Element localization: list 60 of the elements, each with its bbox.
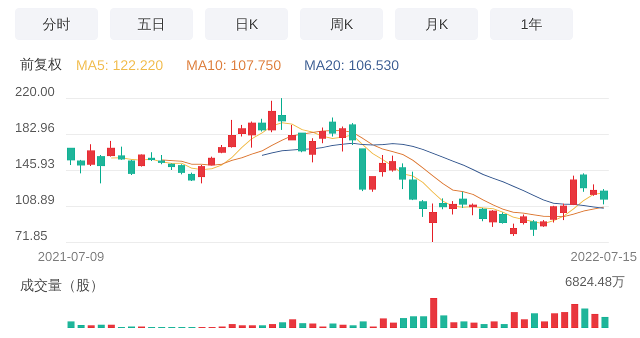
bar: [98, 324, 105, 328]
bar: [581, 308, 588, 328]
bar: [561, 312, 568, 328]
text: MA20: 106.530: [304, 57, 400, 73]
bar: [410, 316, 418, 328]
chart-title: 成交量（股）: [20, 277, 104, 293]
x-tick-label: 2022-07-15: [570, 249, 638, 264]
bar: [400, 318, 407, 328]
bar: [541, 321, 548, 328]
bar: [530, 313, 538, 328]
tab-button: 日K: [205, 8, 288, 40]
bar: [88, 325, 95, 328]
tab-button: 周K: [300, 8, 383, 40]
bar: [68, 321, 75, 328]
bar: [108, 324, 115, 328]
bar: [269, 324, 276, 328]
bar: [520, 319, 528, 328]
bar: [299, 323, 306, 328]
bar: [490, 321, 498, 328]
bar: [591, 314, 598, 328]
bar: [279, 322, 286, 328]
bar: [430, 298, 438, 328]
bar: [510, 312, 518, 328]
bar: [551, 313, 558, 328]
tab-button: 分时: [15, 8, 98, 40]
y-tick-label: 182.96: [15, 120, 55, 135]
bar: [289, 319, 296, 328]
bar: [78, 325, 85, 328]
bar: [228, 324, 236, 328]
y-tick-label: 220.00: [15, 84, 55, 99]
bar: [601, 316, 608, 328]
bar: [380, 318, 387, 328]
bar: [248, 325, 256, 328]
bar: [329, 324, 336, 328]
bar: [258, 325, 266, 328]
tab-button: 五日: [110, 8, 193, 40]
bar: [470, 322, 478, 328]
y-tick-label: 108.89: [15, 192, 55, 207]
text: MA10: 107.750: [186, 57, 282, 73]
bar: [420, 316, 428, 328]
y-tick-label: 145.93: [15, 156, 55, 171]
bar: [500, 324, 508, 328]
bar: [390, 322, 397, 328]
text: MA5: 122.220: [76, 57, 164, 73]
bar: [309, 324, 316, 328]
bar: [360, 321, 367, 328]
chart-subtitle: 前复权: [20, 56, 62, 72]
x-tick-label: 2021-07-09: [38, 249, 104, 264]
text: 6824.48万: [565, 274, 626, 289]
bar: [450, 322, 458, 328]
tab-button: 1年: [490, 8, 573, 40]
bar: [571, 304, 578, 328]
bar: [238, 325, 246, 328]
y-tick-label: 71.85: [15, 228, 48, 243]
bar: [480, 324, 488, 328]
bar: [350, 325, 357, 328]
bar: [440, 315, 448, 328]
bar: [460, 321, 468, 328]
tab-button: 月K: [395, 8, 478, 40]
bar: [340, 324, 347, 328]
